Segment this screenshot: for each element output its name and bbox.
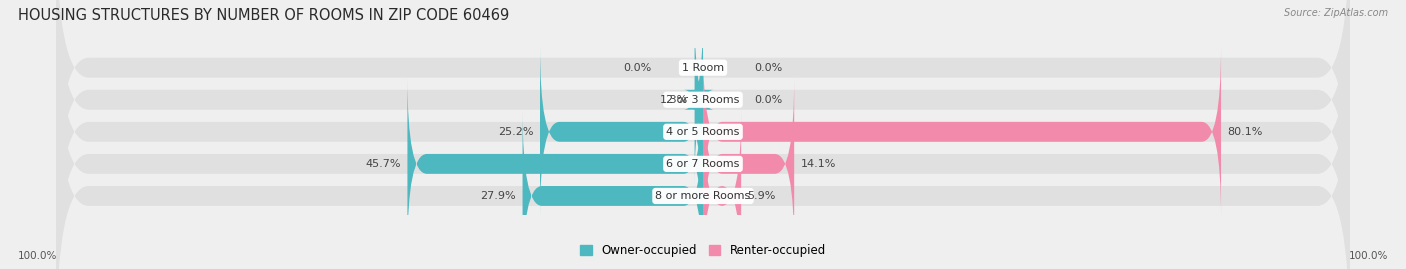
FancyBboxPatch shape [56,0,1350,218]
Text: 100.0%: 100.0% [18,251,58,261]
Text: 2 or 3 Rooms: 2 or 3 Rooms [666,95,740,105]
FancyBboxPatch shape [56,0,1350,250]
FancyBboxPatch shape [703,110,741,269]
Text: 100.0%: 100.0% [1348,251,1388,261]
FancyBboxPatch shape [56,0,1350,269]
FancyBboxPatch shape [683,13,714,186]
Text: 80.1%: 80.1% [1227,127,1263,137]
Text: Source: ZipAtlas.com: Source: ZipAtlas.com [1284,8,1388,18]
FancyBboxPatch shape [408,77,703,250]
Text: 14.1%: 14.1% [800,159,837,169]
FancyBboxPatch shape [703,77,794,250]
Text: 45.7%: 45.7% [366,159,401,169]
FancyBboxPatch shape [540,45,703,218]
Text: 1.3%: 1.3% [659,95,688,105]
Text: 25.2%: 25.2% [498,127,533,137]
Legend: Owner-occupied, Renter-occupied: Owner-occupied, Renter-occupied [575,239,831,262]
Text: 1 Room: 1 Room [682,63,724,73]
Text: 8 or more Rooms: 8 or more Rooms [655,191,751,201]
FancyBboxPatch shape [523,110,703,269]
FancyBboxPatch shape [56,45,1350,269]
Text: 6 or 7 Rooms: 6 or 7 Rooms [666,159,740,169]
FancyBboxPatch shape [703,45,1220,218]
Text: 5.9%: 5.9% [748,191,776,201]
Text: 4 or 5 Rooms: 4 or 5 Rooms [666,127,740,137]
FancyBboxPatch shape [56,13,1350,269]
Text: 0.0%: 0.0% [623,63,651,73]
Text: 27.9%: 27.9% [481,191,516,201]
Text: HOUSING STRUCTURES BY NUMBER OF ROOMS IN ZIP CODE 60469: HOUSING STRUCTURES BY NUMBER OF ROOMS IN… [18,8,509,23]
Text: 0.0%: 0.0% [755,95,783,105]
Text: 0.0%: 0.0% [755,63,783,73]
